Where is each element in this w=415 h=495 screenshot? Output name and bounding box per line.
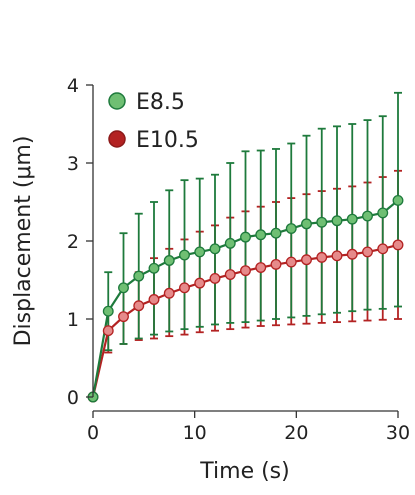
data-point-e8-5 [331,215,343,227]
data-point-e8-5 [362,210,373,222]
data-point-e10-5 [133,300,145,312]
data-point-e10-5 [240,265,251,277]
data-point-e8-5 [346,213,358,225]
x-tick-label: 20 [284,422,308,444]
data-point-e8-5 [270,227,282,239]
data-point-e8-5 [148,262,160,274]
x-tick-label: 30 [386,422,410,444]
data-point-e8-5 [209,243,221,255]
data-point-e10-5 [179,282,190,294]
data-point-e10-5 [148,294,160,305]
x-tick-label: 0 [87,422,99,444]
data-point-e10-5 [301,254,312,266]
data-point-e10-5 [377,243,389,255]
data-point-e8-5 [301,218,312,230]
data-point-e10-5 [163,287,175,299]
legend-label-e8-5: E8.5 [136,90,185,115]
data-point-e10-5 [316,251,328,263]
legend: E8.5 E10.5 [108,90,199,153]
data-point-e8-5 [285,223,297,234]
data-point-e10-5 [118,311,129,323]
legend-marker-e10-5 [108,130,126,148]
data-point-e8-5 [224,237,236,249]
data-point-e10-5 [255,262,267,273]
data-point-e10-5 [102,325,114,337]
data-point-e10-5 [331,250,343,262]
data-point-e8-5 [163,255,175,266]
data-point-e8-5 [118,282,129,294]
y-tick-label: 2 [67,231,79,253]
data-point-e10-5 [270,258,282,270]
y-tick-label: 0 [67,387,79,409]
data-point-e8-5 [240,231,251,243]
data-point-e10-5 [346,248,358,260]
x-axis-title: Time (s) [199,459,289,484]
data-point-e8-5 [133,270,145,282]
data-point-e10-5 [392,239,404,251]
x-ticks: 0 10 20 30 [87,411,410,444]
legend-label-e10-5: E10.5 [136,128,199,153]
y-tick-label: 1 [67,309,79,331]
x-tick-label: 10 [183,422,207,444]
data-point-e8-5 [102,305,114,317]
y-tick-label: 3 [67,153,79,175]
data-point-e10-5 [209,272,221,284]
y-axis-title: Displacement (μm) [11,136,36,347]
data-point-e10-5 [194,277,206,289]
data-point-e8-5 [377,207,389,219]
y-tick-label: 4 [67,75,79,97]
data-point-e8-5 [179,249,190,261]
data-point-e8-5 [194,246,206,258]
data-point-e10-5 [362,246,373,258]
y-ticks: 0 1 2 3 4 [67,75,93,409]
markers-layer [87,194,404,403]
data-point-e8-5 [255,229,267,241]
data-point-e8-5 [316,216,328,228]
data-point-e8-5 [392,194,404,206]
legend-marker-e8-5 [108,92,126,110]
data-point-e10-5 [224,269,236,280]
data-point-e10-5 [285,256,297,268]
